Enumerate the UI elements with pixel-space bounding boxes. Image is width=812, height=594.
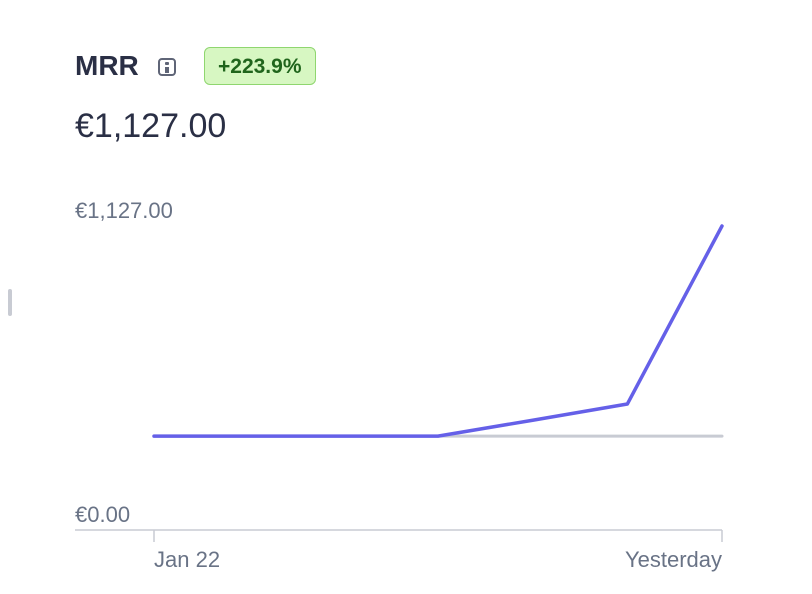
resize-handle[interactable] <box>8 289 12 316</box>
y-tick-label: €0.00 <box>75 502 130 527</box>
info-icon[interactable] <box>158 58 176 76</box>
x-tick-label: Yesterday <box>625 547 722 572</box>
change-badge: +223.9% <box>204 47 316 85</box>
total-value: €1,127.00 <box>75 107 227 145</box>
x-tick-label: Jan 22 <box>154 547 220 572</box>
widget-title: MRR <box>75 50 139 81</box>
series-line <box>152 224 724 438</box>
y-tick-label: €1,127.00 <box>75 198 173 223</box>
